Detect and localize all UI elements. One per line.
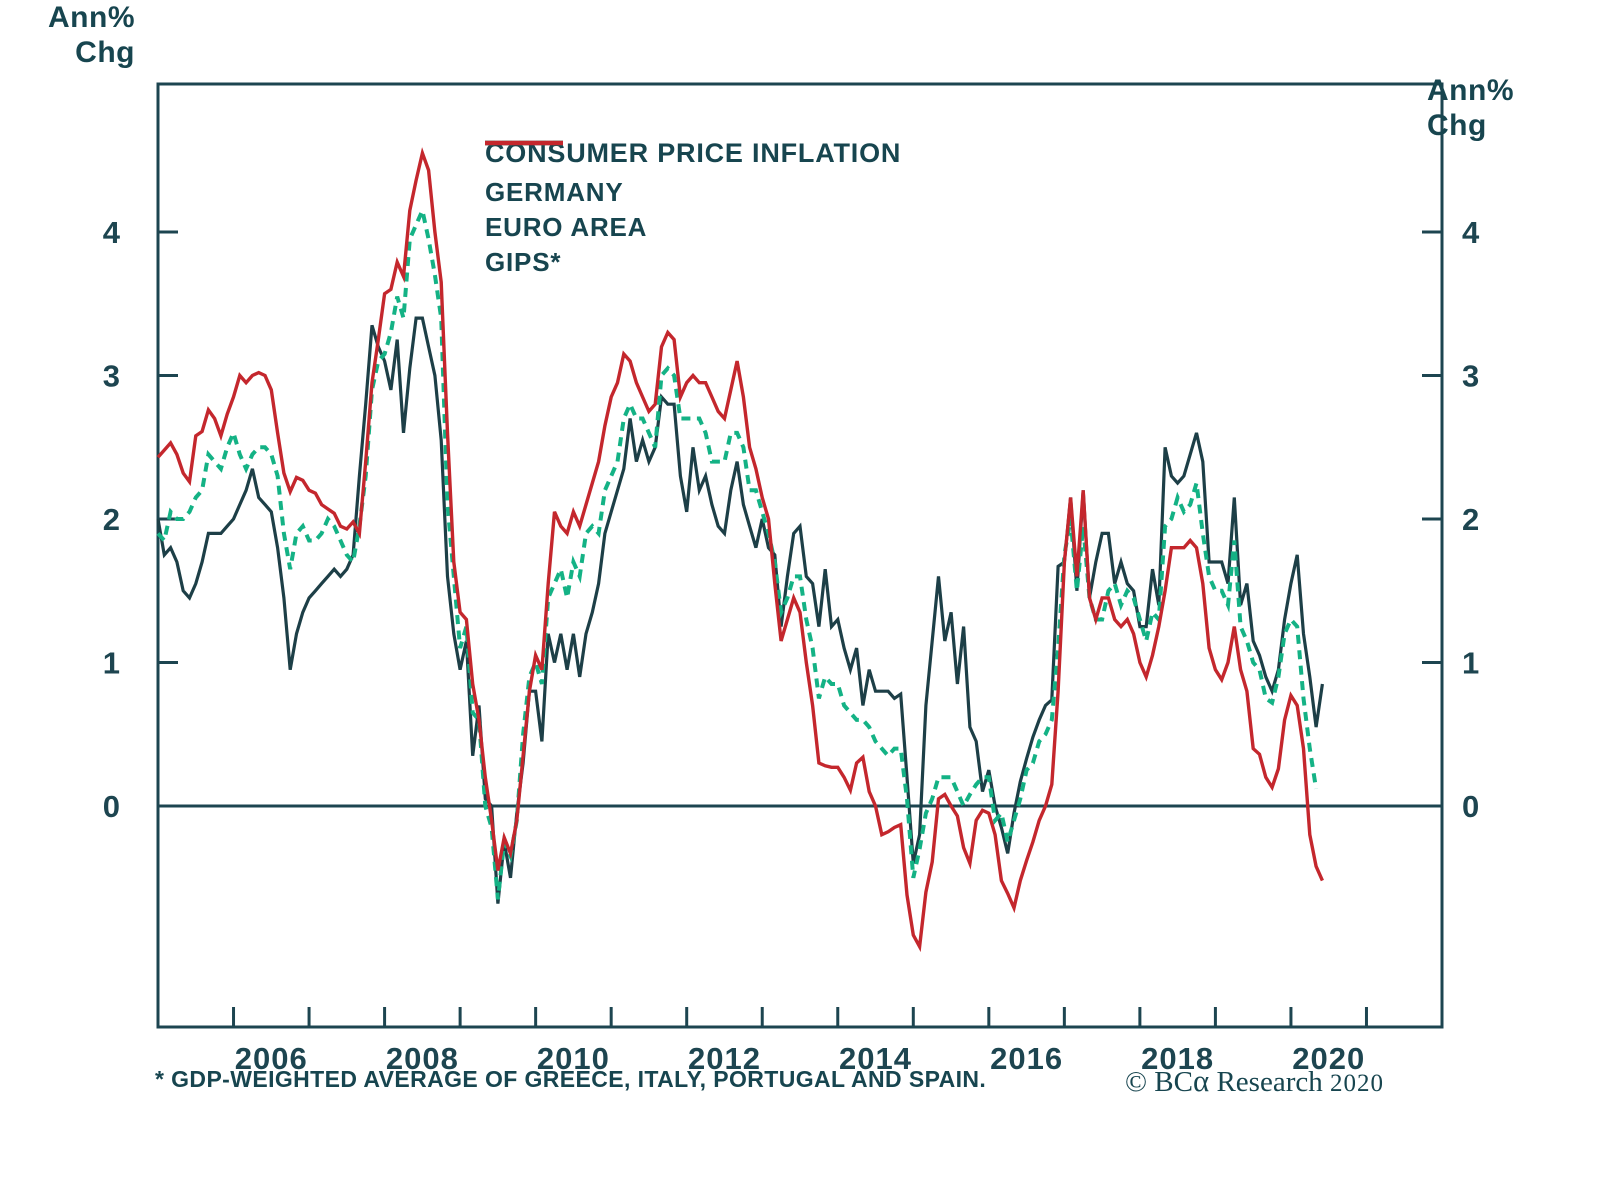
- y-tick-label-left-1: 1: [103, 646, 120, 681]
- y-tick-label-right-0: 0: [1462, 789, 1479, 824]
- y-axis-unit-left: Ann% Chg: [48, 0, 135, 70]
- y-tick-label-right-4: 4: [1462, 215, 1480, 250]
- x-tick-label-2018: 2018: [1141, 1041, 1214, 1076]
- brand-rest: Research: [1209, 1066, 1323, 1098]
- y-axis-unit-right-line1: Ann%: [1427, 74, 1514, 107]
- legend-rows: GERMANY EURO AREA GIPS*: [485, 140, 901, 280]
- x-tick-label-2008: 2008: [386, 1041, 459, 1076]
- y-axis-unit-left-line2: Chg: [75, 36, 135, 69]
- y-tick-label-right-1: 1: [1462, 646, 1479, 681]
- germany-line: [156, 316, 1324, 904]
- euro-area-line: [156, 204, 1319, 900]
- y-tick-label-left-4: 4: [103, 215, 121, 250]
- x-tick-label-2010: 2010: [537, 1041, 610, 1076]
- legend-label: GIPS*: [485, 247, 562, 277]
- x-tick-label-2006: 2006: [235, 1041, 308, 1076]
- brand-credit: © BCα Research 2020: [1125, 1063, 1384, 1099]
- legend-item-germany: GERMANY: [485, 140, 901, 210]
- gips-line: [156, 147, 1324, 953]
- y-tick-label-right-3: 3: [1462, 359, 1479, 394]
- legend-label: GERMANY: [485, 177, 624, 207]
- x-tick-label-2012: 2012: [688, 1041, 761, 1076]
- y-axis-unit-left-line1: Ann%: [48, 1, 135, 34]
- y-axis-unit-right: Ann% Chg: [1427, 73, 1514, 143]
- brand-copyright: © BC: [1125, 1066, 1193, 1098]
- legend-swatch-icon: [485, 140, 563, 146]
- y-tick-label-left-2: 2: [103, 502, 120, 537]
- x-tick-label-2020: 2020: [1292, 1041, 1365, 1076]
- legend-item-gips: GIPS*: [485, 140, 901, 280]
- y-tick-label-right-2: 2: [1462, 502, 1479, 537]
- x-tick-label-2014: 2014: [839, 1041, 912, 1076]
- plot-border: [156, 82, 1444, 1029]
- footnote: * GDP-WEIGHTED AVERAGE OF GREECE, ITALY,…: [155, 1066, 987, 1092]
- legend-label: EURO AREA: [485, 212, 648, 242]
- brand-alpha-glyph: α: [1192, 1063, 1210, 1098]
- legend: CONSUMER PRICE INFLATION GERMANY EURO ARE…: [485, 138, 901, 280]
- legend-item-euro-area: EURO AREA: [485, 140, 901, 245]
- y-tick-label-left-3: 3: [103, 359, 120, 394]
- brand-year: 2020: [1330, 1070, 1384, 1097]
- x-tick-label-2016: 2016: [990, 1041, 1063, 1076]
- y-tick-label-left-0: 0: [103, 789, 120, 824]
- y-axis-unit-right-line2: Chg: [1427, 109, 1487, 142]
